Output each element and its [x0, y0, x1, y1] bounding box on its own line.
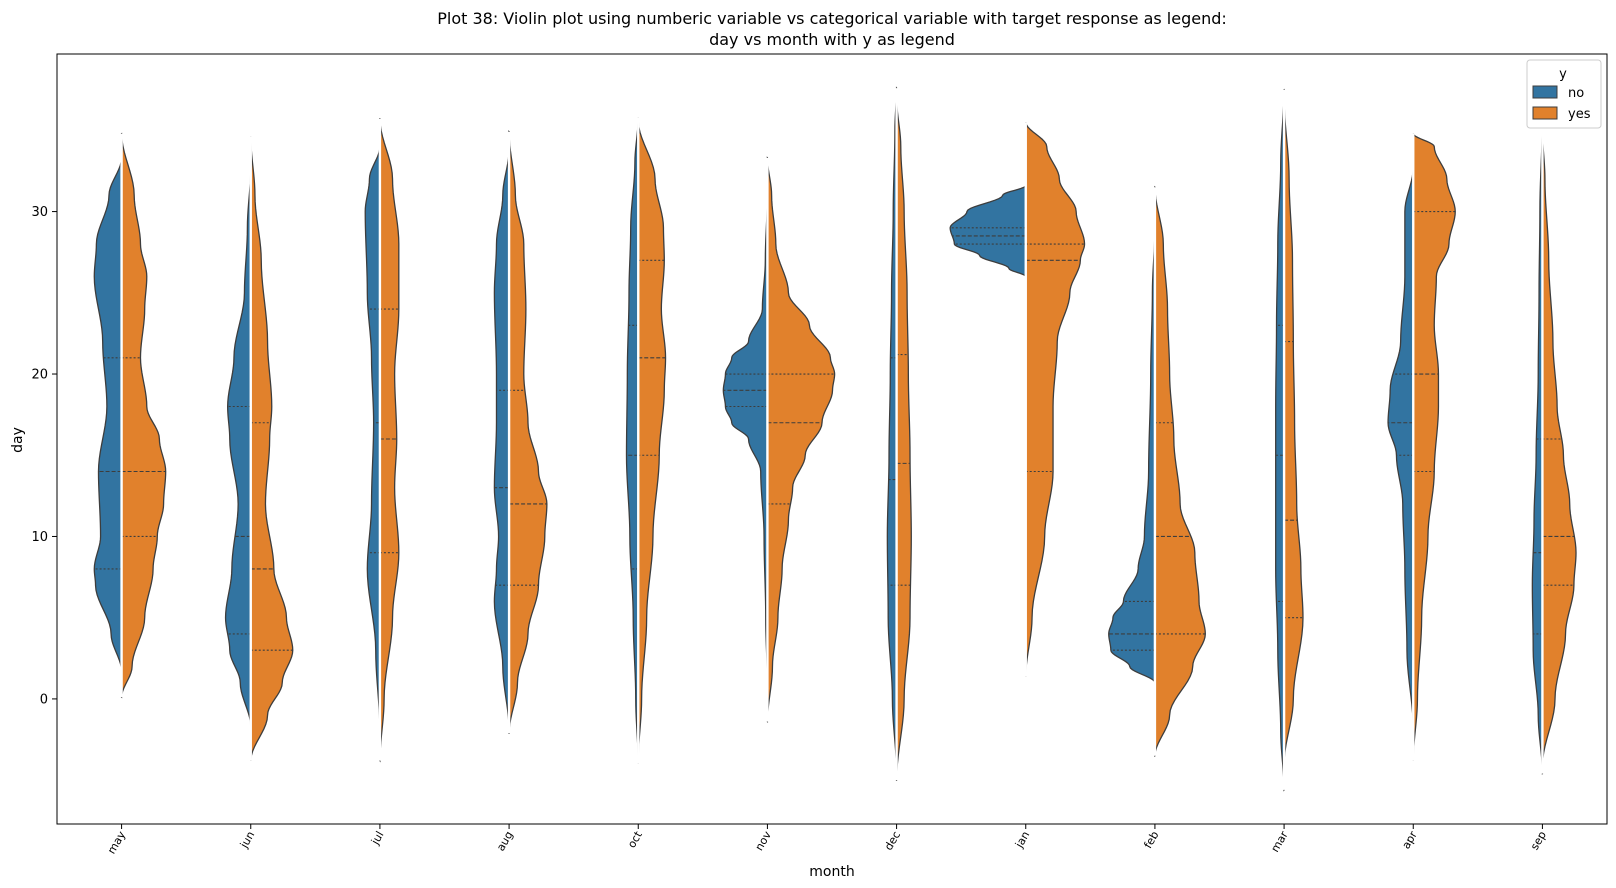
violin-yes-aug	[508, 129, 548, 734]
legend: y no yes	[1526, 59, 1602, 129]
y-tick-label-10: 10	[31, 530, 48, 545]
legend-label-yes: yes	[1568, 107, 1591, 122]
violin-no-jan	[949, 183, 1027, 277]
violin-yes-apr	[1412, 133, 1456, 761]
violin-no-apr	[1387, 167, 1414, 729]
violin-no-sep	[1531, 117, 1544, 774]
x-tick-label-mar: mar	[1268, 829, 1290, 855]
violin-no-aug	[493, 147, 510, 731]
violin-yes-mar	[1283, 97, 1304, 764]
violin-layer	[93, 86, 1577, 790]
violin-yes-jul	[379, 118, 400, 763]
violin-no-jul	[364, 146, 381, 734]
violin-no-nov	[722, 191, 769, 687]
y-tick-label-0: 0	[40, 692, 48, 707]
y-tick-label-30: 30	[31, 205, 48, 220]
violin-yes-feb	[1154, 187, 1206, 756]
chart-title-line1: Plot 38: Violin plot using numberic vari…	[437, 9, 1227, 28]
violin-no-feb	[1108, 227, 1156, 683]
legend-title: y	[1559, 67, 1567, 82]
x-tick-label-jul: jul	[368, 829, 386, 848]
chart-title-line2: day vs month with y as legend	[709, 30, 955, 49]
x-tick-label-dec: dec	[882, 829, 903, 853]
x-tick-label-may: may	[105, 829, 128, 857]
violin-yes-nov	[766, 156, 836, 723]
x-tick-label-oct: oct	[625, 828, 645, 850]
x-tick-label-nov: nov	[753, 829, 775, 853]
x-tick-label-apr: apr	[1399, 829, 1420, 852]
violin-yes-oct	[637, 120, 667, 761]
violin-no-mar	[1275, 89, 1285, 790]
y-axis: 0 10 20 30	[31, 205, 57, 707]
violin-no-oct	[625, 117, 639, 764]
y-axis-label: day	[10, 427, 26, 453]
violin-yes-jun	[250, 136, 294, 761]
legend-swatch-no	[1532, 85, 1558, 99]
violin-yes-sep	[1541, 130, 1577, 766]
x-tick-label-aug: aug	[494, 829, 516, 853]
x-axis-label: month	[809, 864, 854, 880]
x-tick-label-jun: jun	[237, 829, 257, 851]
x-tick-label-sep: sep	[1528, 829, 1549, 852]
violin-no-may	[93, 156, 123, 672]
violin-yes-dec	[895, 97, 912, 782]
violin-no-dec	[886, 86, 898, 775]
x-axis: may jun jul aug oct nov dec jan feb mar apr sep	[105, 824, 1549, 856]
legend-label-no: no	[1568, 86, 1584, 101]
y-tick-label-20: 20	[31, 368, 48, 383]
x-tick-label-feb: feb	[1141, 829, 1161, 851]
violin-yes-jan	[1025, 122, 1086, 677]
violin-yes-may	[120, 132, 167, 699]
legend-swatch-yes	[1532, 106, 1558, 120]
violin-no-jun	[224, 167, 252, 727]
x-tick-label-jan: jan	[1012, 829, 1032, 851]
plot-frame	[56, 53, 1608, 825]
